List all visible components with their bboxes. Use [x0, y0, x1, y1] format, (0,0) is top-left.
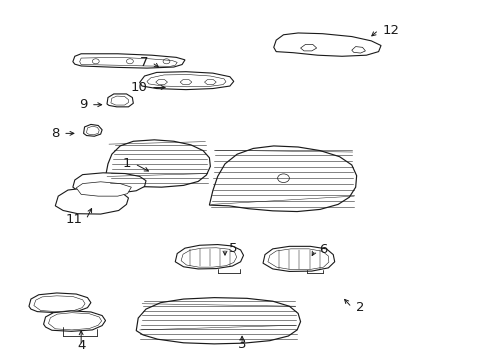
Polygon shape: [48, 313, 102, 330]
Polygon shape: [105, 140, 210, 187]
Text: 10: 10: [130, 81, 147, 94]
Text: 3: 3: [237, 338, 246, 351]
Polygon shape: [204, 80, 216, 85]
Text: 11: 11: [65, 213, 82, 226]
Polygon shape: [267, 249, 328, 270]
Polygon shape: [136, 298, 300, 344]
Polygon shape: [80, 57, 177, 66]
Polygon shape: [180, 80, 191, 85]
Polygon shape: [55, 188, 128, 214]
Polygon shape: [29, 293, 91, 313]
Polygon shape: [34, 296, 85, 312]
Polygon shape: [76, 182, 131, 196]
Polygon shape: [43, 311, 105, 331]
Text: 9: 9: [79, 98, 87, 111]
Polygon shape: [147, 75, 225, 87]
Text: 8: 8: [51, 127, 59, 140]
Polygon shape: [209, 146, 356, 212]
Text: 7: 7: [139, 56, 148, 69]
Polygon shape: [351, 46, 365, 53]
Text: 6: 6: [319, 243, 327, 256]
Text: 4: 4: [77, 339, 85, 352]
Polygon shape: [73, 173, 146, 194]
Polygon shape: [140, 72, 233, 90]
Polygon shape: [156, 80, 167, 85]
Text: 5: 5: [228, 242, 237, 255]
Polygon shape: [273, 33, 380, 56]
Text: 2: 2: [355, 301, 364, 314]
Polygon shape: [300, 44, 316, 51]
Polygon shape: [86, 126, 99, 135]
Polygon shape: [175, 244, 243, 269]
Polygon shape: [111, 96, 128, 105]
Polygon shape: [83, 125, 102, 136]
Polygon shape: [263, 246, 334, 271]
Polygon shape: [181, 248, 236, 267]
Text: 1: 1: [122, 157, 131, 170]
Polygon shape: [107, 94, 133, 107]
Text: 12: 12: [382, 24, 399, 37]
Polygon shape: [73, 54, 184, 68]
